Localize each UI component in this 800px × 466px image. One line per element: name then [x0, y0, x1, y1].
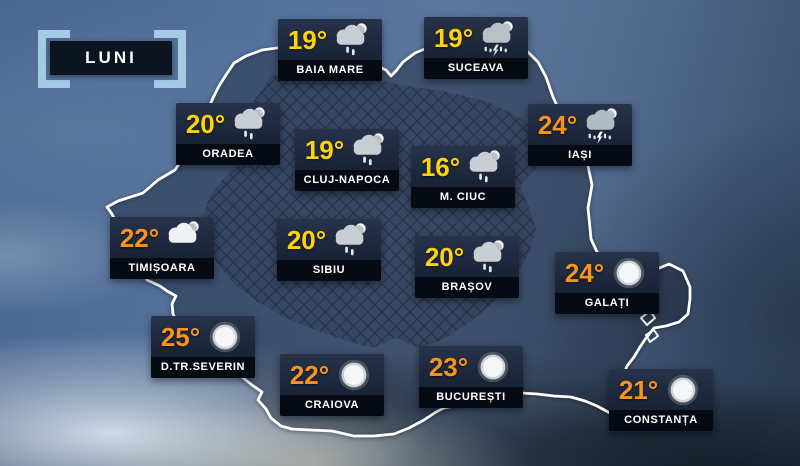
city-weather-card: 19° BAIA MARE [278, 19, 382, 81]
city-weather-card: 19° SUCEAVA [424, 17, 528, 79]
city-name: GALAȚI [555, 293, 659, 314]
city-name: M. CIUC [411, 187, 515, 208]
temperature: 22° [119, 223, 160, 253]
temperature: 16° [420, 152, 461, 182]
temperature: 19° [304, 135, 345, 165]
city-name: SUCEAVA [424, 58, 528, 79]
temperature: 20° [424, 242, 465, 272]
temperature: 19° [287, 25, 328, 55]
card-forecast-row: 24° [555, 252, 659, 293]
card-forecast-row: 20° [277, 219, 381, 260]
cloud-moon-drizzle-icon [463, 148, 505, 186]
card-forecast-row: 19° [278, 19, 382, 60]
city-weather-card: 20° BRAȘOV [415, 236, 519, 298]
temperature: 20° [185, 109, 226, 139]
city-weather-card: 24° GALAȚI [555, 252, 659, 314]
city-name: D.TR.SEVERIN [151, 357, 255, 378]
city-name: CRAIOVA [280, 395, 384, 416]
bracket-left-decoration [38, 30, 70, 88]
city-name: TIMIȘOARA [110, 258, 214, 279]
city-name: CLUJ-NAPOCA [295, 170, 399, 191]
city-weather-card: 20° SIBIU [277, 219, 381, 281]
card-forecast-row: 20° [415, 236, 519, 277]
city-name: ORADEA [176, 144, 280, 165]
city-weather-card: 24° IAȘI [528, 104, 632, 166]
card-forecast-row: 20° [176, 103, 280, 144]
temperature: 22° [289, 360, 330, 390]
sun-icon [661, 371, 703, 409]
cloud-moon-storm-icon [580, 106, 622, 144]
temperature: 24° [537, 110, 578, 140]
city-name: BAIA MARE [278, 60, 382, 81]
cloud-moon-drizzle-icon [347, 131, 389, 169]
cloud-moon-drizzle-icon [329, 221, 371, 259]
card-forecast-row: 22° [280, 354, 384, 395]
city-weather-card: 22° TIMIȘOARA [110, 217, 214, 279]
city-weather-card: 19° CLUJ-NAPOCA [295, 129, 399, 191]
city-weather-card: 21° CONSTANȚA [609, 369, 713, 431]
city-weather-card: 22° CRAIOVA [280, 354, 384, 416]
city-name: BUCUREȘTI [419, 387, 523, 408]
card-forecast-row: 19° [295, 129, 399, 170]
card-forecast-row: 19° [424, 17, 528, 58]
sun-icon [471, 348, 513, 386]
card-forecast-row: 22° [110, 217, 214, 258]
temperature: 24° [564, 258, 605, 288]
temperature: 19° [433, 23, 474, 53]
temperature: 23° [428, 352, 469, 382]
temperature: 21° [618, 375, 659, 405]
cloud-moon-drizzle-icon [330, 21, 372, 59]
city-weather-card: 25° D.TR.SEVERIN [151, 316, 255, 378]
day-label: LUNI [50, 41, 172, 75]
sun-icon [332, 356, 374, 394]
sun-icon [607, 254, 649, 292]
city-name: CONSTANȚA [609, 410, 713, 431]
cloud-moon-drizzle-icon [467, 238, 509, 276]
city-name: BRAȘOV [415, 277, 519, 298]
city-weather-card: 16° M. CIUC [411, 146, 515, 208]
cloud-moon-icon [162, 219, 204, 257]
cloud-moon-drizzle-icon [228, 105, 270, 143]
day-label-widget: LUNI [38, 30, 186, 88]
card-forecast-row: 16° [411, 146, 515, 187]
cloud-moon-rain-icon [476, 19, 518, 57]
card-forecast-row: 23° [419, 346, 523, 387]
city-name: SIBIU [277, 260, 381, 281]
temperature: 20° [286, 225, 327, 255]
card-forecast-row: 24° [528, 104, 632, 145]
city-weather-card: 23° BUCUREȘTI [419, 346, 523, 408]
city-name: IAȘI [528, 145, 632, 166]
sun-icon [203, 318, 245, 356]
bracket-right-decoration [154, 30, 186, 88]
temperature: 25° [160, 322, 201, 352]
city-weather-card: 20° ORADEA [176, 103, 280, 165]
card-forecast-row: 25° [151, 316, 255, 357]
card-forecast-row: 21° [609, 369, 713, 410]
